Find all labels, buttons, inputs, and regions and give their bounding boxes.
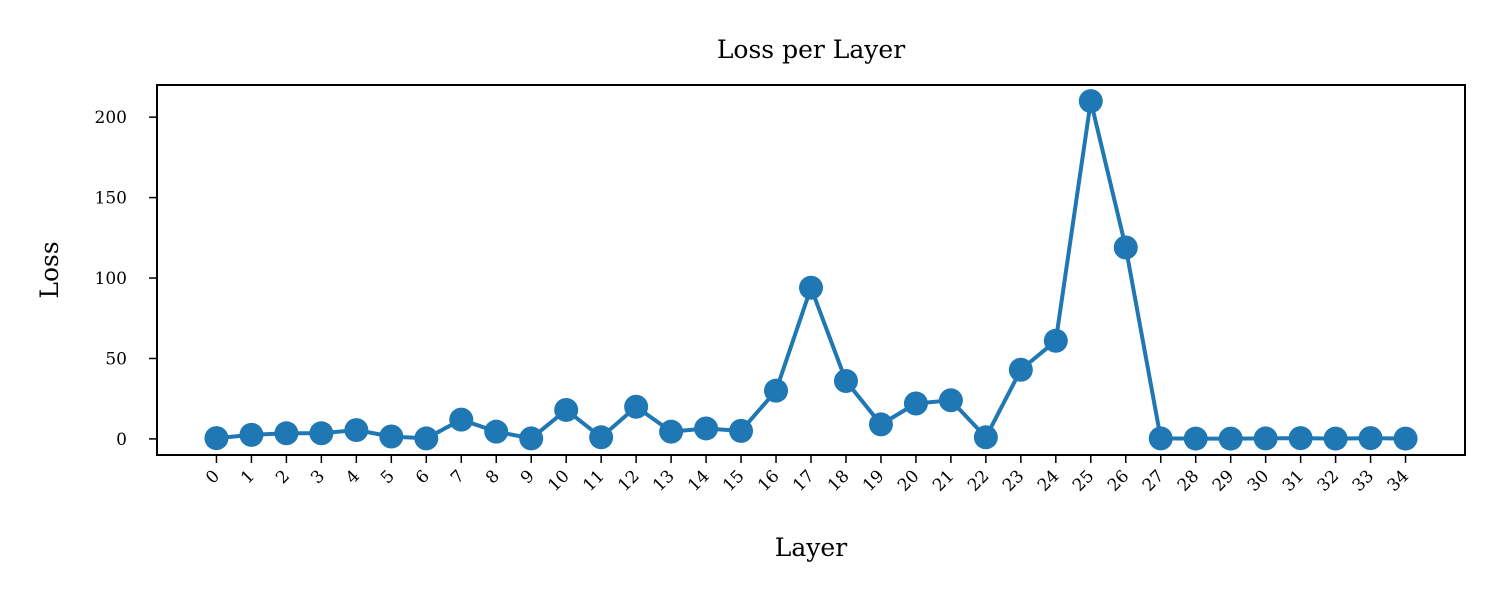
x-tick-label: 5 bbox=[377, 466, 399, 488]
data-point bbox=[764, 378, 789, 403]
y-tick-label: 100 bbox=[95, 269, 127, 289]
data-point bbox=[589, 425, 614, 450]
data-point bbox=[1288, 426, 1313, 451]
x-tick-label: 32 bbox=[1314, 466, 1343, 495]
x-tick-label: 14 bbox=[684, 466, 713, 495]
data-point bbox=[274, 421, 299, 446]
x-tick-label: 26 bbox=[1104, 466, 1133, 495]
x-tick-label: 3 bbox=[307, 466, 329, 488]
x-tick-label: 33 bbox=[1349, 466, 1378, 495]
data-point bbox=[729, 418, 754, 443]
data-point bbox=[484, 419, 509, 444]
x-tick-label: 29 bbox=[1209, 466, 1238, 495]
data-point bbox=[1078, 89, 1103, 114]
data-point bbox=[1218, 426, 1243, 451]
data-point bbox=[1113, 235, 1138, 260]
data-point bbox=[868, 412, 893, 437]
data-point bbox=[1043, 328, 1068, 353]
x-tick-label: 7 bbox=[447, 466, 469, 488]
data-point bbox=[938, 388, 963, 413]
x-tick-label: 21 bbox=[929, 466, 958, 495]
data-point bbox=[344, 418, 369, 443]
x-tick-label: 20 bbox=[894, 466, 923, 495]
x-tick-label: 16 bbox=[754, 466, 783, 495]
x-tick-label: 28 bbox=[1174, 466, 1203, 495]
x-tick-label: 27 bbox=[1139, 466, 1168, 495]
x-tick-label: 17 bbox=[789, 466, 818, 495]
data-point bbox=[309, 421, 334, 446]
data-point bbox=[414, 426, 439, 451]
x-tick-label: 30 bbox=[1244, 466, 1273, 495]
x-tick-label: 34 bbox=[1384, 466, 1413, 495]
x-axis: 0 1 2 3 4 5 6 7 8 9 10 11 12 13 14 15 16 17 18 19 20 21 22 23 24… bbox=[202, 455, 1413, 496]
x-tick-label: 13 bbox=[649, 466, 678, 495]
x-tick-label: 8 bbox=[482, 466, 504, 488]
data-point bbox=[1253, 426, 1278, 451]
x-tick-label: 11 bbox=[579, 466, 608, 495]
x-tick-label: 10 bbox=[544, 466, 573, 495]
data-point bbox=[973, 425, 998, 450]
series-line bbox=[216, 99, 1406, 441]
data-point bbox=[694, 416, 719, 441]
x-tick-label: 18 bbox=[824, 466, 853, 495]
data-point bbox=[624, 394, 649, 419]
x-tick-label: 6 bbox=[412, 466, 434, 488]
x-tick-label: 0 bbox=[202, 466, 224, 488]
y-axis: 0 50 100 150 200 bbox=[95, 108, 157, 450]
x-tick-label: 9 bbox=[517, 466, 539, 488]
data-point bbox=[659, 419, 684, 444]
x-tick-label: 4 bbox=[342, 466, 364, 488]
data-point bbox=[1323, 426, 1348, 451]
data-point bbox=[554, 397, 579, 422]
x-tick-label: 23 bbox=[999, 466, 1028, 495]
data-point bbox=[519, 426, 544, 451]
y-axis-label: Loss bbox=[35, 241, 64, 298]
data-point bbox=[1183, 426, 1208, 451]
x-tick-label: 24 bbox=[1034, 466, 1063, 495]
data-point bbox=[1358, 426, 1383, 451]
data-point bbox=[1393, 426, 1418, 451]
data-point bbox=[903, 391, 928, 416]
x-tick-label: 15 bbox=[719, 466, 748, 495]
data-point bbox=[379, 424, 404, 449]
plot-frame bbox=[156, 84, 1466, 456]
x-tick-label: 25 bbox=[1069, 466, 1098, 495]
data-point bbox=[449, 407, 474, 432]
data-point bbox=[1008, 357, 1033, 382]
chart-title: Loss per Layer bbox=[717, 35, 905, 64]
x-tick-label: 19 bbox=[859, 466, 888, 495]
y-tick-label: 0 bbox=[116, 430, 127, 450]
data-point bbox=[239, 422, 264, 447]
x-tick-label: 31 bbox=[1279, 466, 1308, 495]
y-tick-label: 50 bbox=[105, 349, 127, 369]
data-point bbox=[799, 275, 823, 300]
x-axis-label: Layer bbox=[775, 533, 847, 562]
data-point bbox=[1148, 426, 1173, 451]
data-point bbox=[204, 426, 229, 451]
data-point bbox=[833, 369, 858, 393]
x-tick-label: 12 bbox=[614, 466, 643, 495]
x-tick-label: 22 bbox=[964, 466, 993, 495]
plot-area bbox=[204, 89, 1418, 451]
x-tick-label: 2 bbox=[272, 466, 294, 488]
x-tick-label: 1 bbox=[237, 466, 259, 488]
y-tick-label: 150 bbox=[95, 189, 127, 209]
y-tick-label: 200 bbox=[95, 108, 127, 128]
